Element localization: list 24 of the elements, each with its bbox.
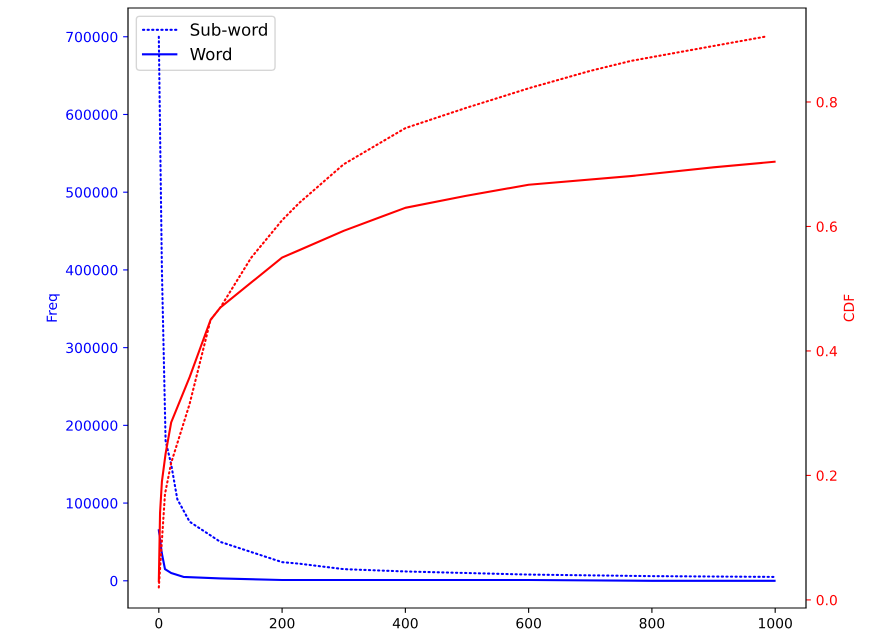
y-tick-label: 600000 [66, 109, 118, 120]
legend-label: Sub-word [190, 23, 267, 36]
y-axis-title: Freq [46, 294, 60, 322]
y-tick-label: 500000 [66, 187, 118, 198]
y2-tick-label: 0.4 [816, 346, 838, 356]
y-tick-label: 200000 [66, 420, 118, 431]
x-tick-label: 1000 [759, 618, 792, 628]
x-tick-label: 400 [392, 618, 418, 628]
x-tick-label: 200 [270, 618, 294, 628]
y-tick-label: 700000 [66, 32, 118, 42]
y-tick-label: 100000 [66, 498, 118, 509]
y-tick-label: 0 [110, 576, 118, 586]
x-tick-label: 800 [640, 618, 664, 628]
y2-tick-label: 0.0 [816, 594, 837, 606]
y2-tick-label: 0.8 [816, 96, 837, 108]
y2-axis-title: CDF [844, 294, 854, 322]
y2-tick-label: 0.2 [816, 470, 836, 481]
x-tick-label: 600 [516, 618, 541, 628]
y-tick-label: 300000 [66, 342, 118, 354]
line-series [158, 529, 776, 582]
y2-tick-label: 0.6 [816, 221, 837, 232]
y-tick-label: 400000 [66, 264, 118, 276]
x-tick-label: 0 [155, 618, 162, 628]
legend-label: Word [190, 47, 231, 60]
